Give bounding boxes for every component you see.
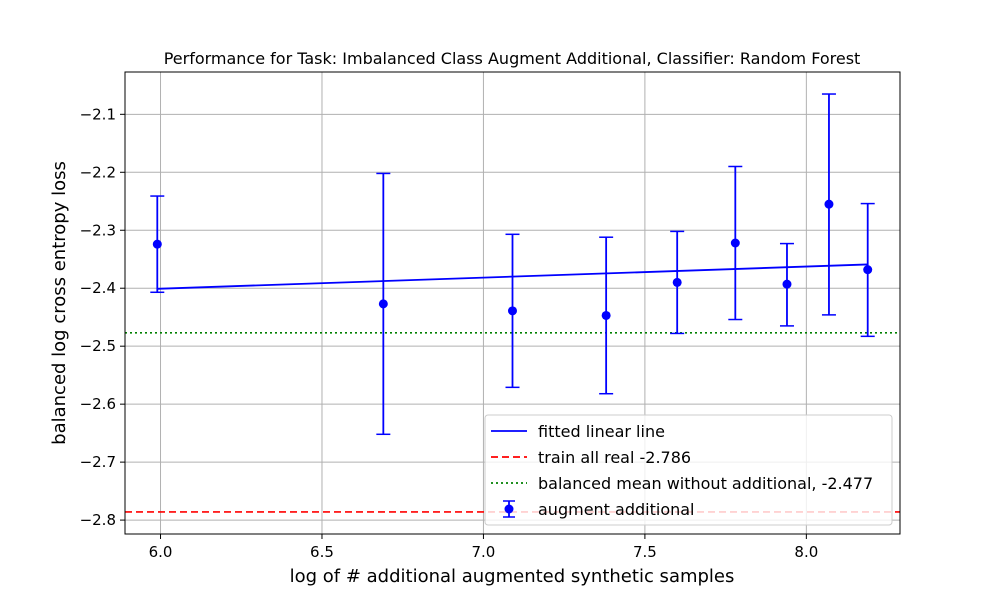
plot-frame [124, 71, 901, 535]
y-tick-label: −2.1 [80, 105, 116, 123]
y-axis-label: balanced log cross entropy loss [49, 161, 70, 445]
y-tick-label: −2.6 [80, 395, 116, 413]
x-tick-label: 7.0 [472, 543, 496, 561]
legend-box [484, 414, 893, 526]
axis-ticks: 6.0 6.5 7.0 7.5 8.0 −2.1 −2.2 −2.3 −2.4 −2.5 −2.6 −… [80, 105, 819, 561]
data-point [672, 277, 682, 287]
legend-swatch-point [504, 504, 514, 514]
legend: fitted linear line train all real -2.786 b… [484, 414, 893, 526]
x-tick-label: 7.5 [633, 543, 657, 561]
legend-label: fitted linear line [538, 422, 665, 441]
data-point [730, 238, 740, 248]
data-point [601, 310, 611, 320]
data-point [824, 199, 834, 209]
y-tick-label: −2.7 [80, 453, 116, 471]
x-axis-label: log of # additional augmented synthetic … [290, 566, 735, 587]
legend-label: train all real -2.786 [538, 448, 691, 467]
y-tick-label: −2.5 [80, 337, 116, 355]
legend-label: balanced mean without additional, -2.477 [538, 474, 873, 493]
data-point [863, 265, 873, 275]
data-marks [150, 93, 875, 436]
y-tick-label: −2.4 [80, 279, 116, 297]
data-point [152, 239, 162, 249]
y-tick-label: −2.3 [80, 221, 116, 239]
x-tick-label: 6.5 [310, 543, 334, 561]
data-point [508, 306, 517, 316]
x-tick-label: 6.0 [149, 543, 173, 561]
chart-title: Performance for Task: Imbalanced Class A… [164, 49, 861, 68]
data-point [782, 279, 792, 289]
y-tick-label: −2.8 [80, 511, 116, 529]
data-point [378, 299, 388, 309]
x-tick-label: 8.0 [794, 543, 818, 561]
legend-label: augment additional [538, 500, 695, 519]
fitted-line [157, 263, 868, 290]
y-tick-label: −2.2 [80, 163, 116, 181]
